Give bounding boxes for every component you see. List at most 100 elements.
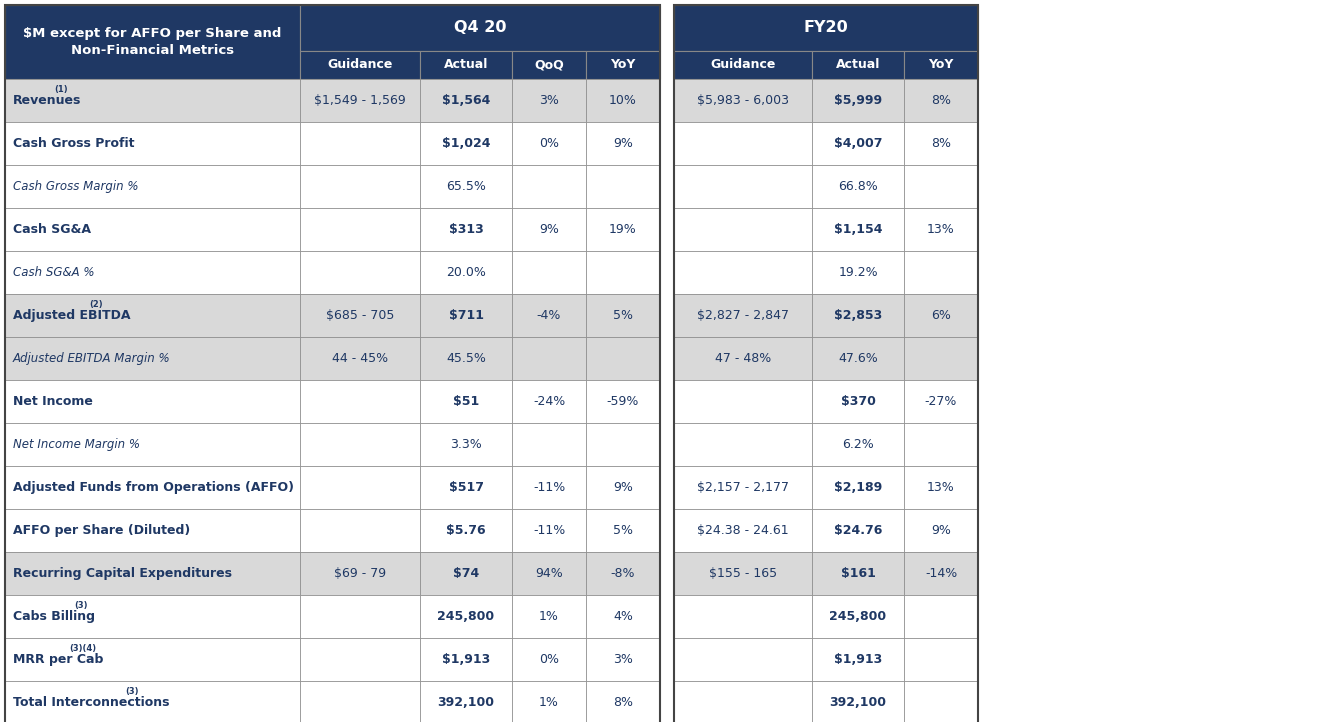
Bar (674, 122, 812, 165)
Text: Actual: Actual (836, 58, 880, 71)
Bar (5, 5, 659, 722)
Bar (674, 552, 812, 595)
Bar (5, 337, 300, 380)
Bar (674, 466, 812, 509)
Bar (5, 681, 300, 722)
Bar (421, 51, 513, 79)
Text: $5,999: $5,999 (834, 94, 882, 107)
Bar (904, 552, 979, 595)
Bar (300, 294, 421, 337)
Bar (513, 251, 586, 294)
Text: Q4 20: Q4 20 (454, 20, 506, 35)
Text: 9%: 9% (539, 223, 559, 236)
Bar (812, 595, 904, 638)
Text: $24.38 - 24.61: $24.38 - 24.61 (697, 524, 789, 537)
Bar (421, 208, 513, 251)
Bar (513, 208, 586, 251)
Bar (586, 337, 659, 380)
Text: $1,913: $1,913 (834, 653, 882, 666)
Bar (513, 165, 586, 208)
Bar (300, 466, 421, 509)
Text: $2,827 - 2,847: $2,827 - 2,847 (697, 309, 789, 322)
Bar (812, 423, 904, 466)
Bar (812, 380, 904, 423)
Bar (300, 595, 421, 638)
Bar (674, 79, 812, 122)
Text: YoY: YoY (610, 58, 635, 71)
Bar (674, 595, 812, 638)
Text: 392,100: 392,100 (829, 696, 886, 709)
Bar (586, 681, 659, 722)
Text: 44 - 45%: 44 - 45% (332, 352, 388, 365)
Text: 20.0%: 20.0% (446, 266, 486, 279)
Text: $2,853: $2,853 (834, 309, 882, 322)
Bar (674, 251, 812, 294)
Bar (5, 122, 300, 165)
Bar (586, 294, 659, 337)
Text: 0%: 0% (539, 653, 559, 666)
Bar (300, 5, 659, 51)
Text: $370: $370 (841, 395, 876, 408)
Bar (659, 5, 674, 722)
Bar (421, 466, 513, 509)
Bar (421, 165, 513, 208)
Bar (812, 638, 904, 681)
Bar (586, 208, 659, 251)
Bar (904, 509, 979, 552)
Text: -4%: -4% (537, 309, 561, 322)
Text: $1,913: $1,913 (442, 653, 490, 666)
Text: -11%: -11% (533, 524, 565, 537)
Bar (5, 79, 300, 122)
Bar (513, 509, 586, 552)
Bar (5, 208, 300, 251)
Bar (812, 509, 904, 552)
Text: $1,549 - 1,569: $1,549 - 1,569 (314, 94, 406, 107)
Bar (674, 423, 812, 466)
Bar (904, 165, 979, 208)
Bar (5, 380, 300, 423)
Bar (513, 51, 586, 79)
Text: 1%: 1% (539, 610, 559, 623)
Text: $51: $51 (453, 395, 479, 408)
Bar (812, 208, 904, 251)
Bar (904, 51, 979, 79)
Bar (300, 638, 421, 681)
Bar (513, 638, 586, 681)
Text: Cash SG&A %: Cash SG&A % (13, 266, 95, 279)
Bar (5, 423, 300, 466)
Bar (904, 251, 979, 294)
Bar (300, 509, 421, 552)
Bar (674, 681, 812, 722)
Text: $2,157 - 2,177: $2,157 - 2,177 (697, 481, 789, 494)
Bar (421, 294, 513, 337)
Text: $5,983 - 6,003: $5,983 - 6,003 (697, 94, 789, 107)
Bar (674, 5, 979, 722)
Text: $4,007: $4,007 (834, 137, 882, 150)
Bar (586, 79, 659, 122)
Bar (812, 122, 904, 165)
Text: 5%: 5% (613, 309, 633, 322)
Bar (674, 509, 812, 552)
Bar (513, 552, 586, 595)
Bar (513, 294, 586, 337)
Bar (904, 337, 979, 380)
Text: Recurring Capital Expenditures: Recurring Capital Expenditures (13, 567, 232, 580)
Text: $2,189: $2,189 (834, 481, 882, 494)
Bar (586, 595, 659, 638)
Text: $M except for AFFO per Share and
Non-Financial Metrics: $M except for AFFO per Share and Non-Fin… (23, 27, 282, 58)
Text: 13%: 13% (926, 481, 955, 494)
Text: 66.8%: 66.8% (838, 180, 878, 193)
Text: $74: $74 (453, 567, 479, 580)
Text: $685 - 705: $685 - 705 (326, 309, 394, 322)
Bar (674, 5, 979, 51)
Text: 45.5%: 45.5% (446, 352, 486, 365)
Text: -59%: -59% (607, 395, 639, 408)
Text: Net Income: Net Income (13, 395, 93, 408)
Text: YoY: YoY (928, 58, 953, 71)
Text: $161: $161 (841, 567, 876, 580)
Text: $1,024: $1,024 (442, 137, 490, 150)
Text: 19.2%: 19.2% (838, 266, 878, 279)
Text: 4%: 4% (613, 610, 633, 623)
Bar (421, 552, 513, 595)
Bar (513, 122, 586, 165)
